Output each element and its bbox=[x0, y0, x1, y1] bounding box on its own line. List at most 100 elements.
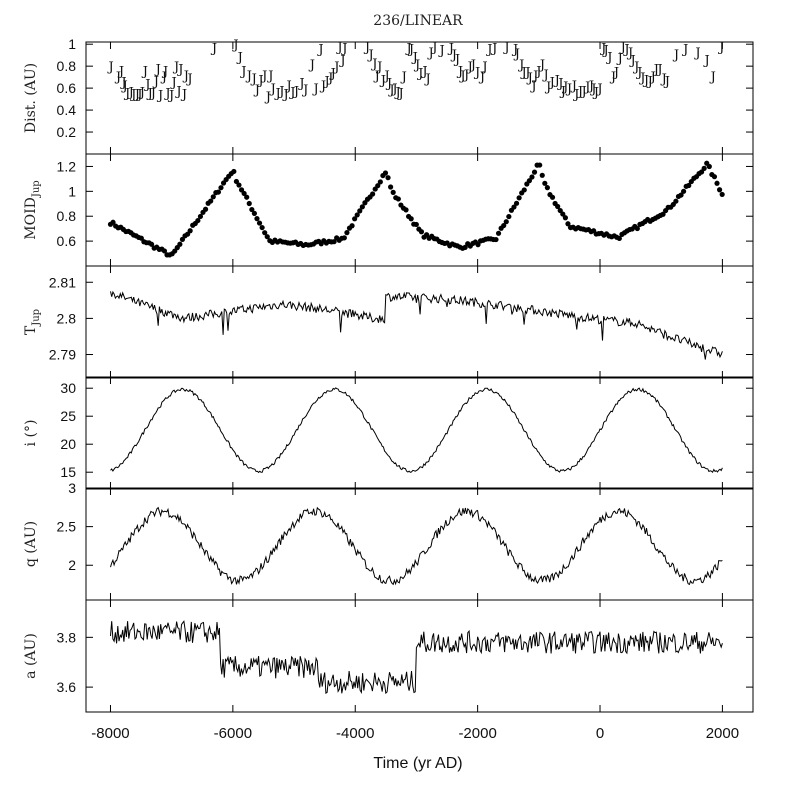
moid-point bbox=[256, 220, 263, 226]
dist-point: J bbox=[231, 38, 238, 53]
moid-point bbox=[210, 194, 216, 200]
moid-point bbox=[254, 216, 260, 222]
dist-point: J bbox=[154, 62, 161, 77]
dist-point: J bbox=[114, 70, 121, 85]
dist-point: J bbox=[311, 82, 318, 97]
dist-point: J bbox=[363, 40, 370, 55]
dist-point: J bbox=[413, 58, 420, 73]
x-tick-label: -2000 bbox=[458, 725, 496, 742]
moid-point bbox=[390, 189, 396, 195]
moid-point bbox=[719, 191, 725, 198]
dist-point: J bbox=[375, 60, 382, 75]
dist-point: J bbox=[143, 78, 150, 93]
dist-point: J bbox=[156, 89, 163, 104]
dist-point: J bbox=[553, 73, 560, 88]
y-axis-label-moid: MOIDJup bbox=[23, 180, 42, 239]
dist-point: J bbox=[616, 51, 623, 66]
dist-point: J bbox=[579, 84, 586, 99]
dist-point: J bbox=[513, 47, 520, 62]
dist-point: J bbox=[266, 69, 273, 84]
dist-point: J bbox=[393, 85, 400, 100]
dist-point: J bbox=[404, 41, 411, 56]
moid-point bbox=[531, 169, 538, 175]
moid-point bbox=[562, 215, 568, 221]
moid-point bbox=[714, 180, 720, 186]
dist-point: J bbox=[274, 87, 281, 102]
dist-point: J bbox=[526, 71, 533, 86]
moid-point bbox=[660, 211, 666, 217]
y-tick-label-q: 2 bbox=[68, 557, 76, 573]
dist-point: J bbox=[379, 73, 386, 88]
dist-point: J bbox=[478, 70, 485, 85]
dist-point: J bbox=[534, 65, 541, 80]
dist-point: J bbox=[367, 48, 374, 63]
y-tick-label-inc: 30 bbox=[60, 380, 76, 396]
dist-point: J bbox=[123, 87, 130, 102]
dist-point: J bbox=[485, 43, 492, 58]
moid-point bbox=[357, 208, 363, 214]
moid-point bbox=[251, 210, 258, 217]
dist-point: J bbox=[548, 76, 555, 91]
x-tick-label: 2000 bbox=[706, 725, 739, 742]
moid-point bbox=[110, 219, 116, 225]
dist-point: J bbox=[576, 84, 583, 99]
dist-point: J bbox=[161, 65, 168, 80]
dist-point: J bbox=[466, 60, 473, 75]
dist-point: J bbox=[632, 60, 639, 75]
moid-point bbox=[529, 174, 535, 180]
moid-point bbox=[475, 242, 481, 248]
dist-point: J bbox=[407, 43, 414, 58]
dist-point: J bbox=[511, 43, 518, 58]
y-tick-label-tjup: 2.79 bbox=[49, 347, 76, 363]
dist-point: J bbox=[423, 72, 430, 87]
series-line-inc bbox=[110, 387, 723, 474]
y-axis-label-q: q (AU) bbox=[23, 521, 39, 567]
moid-point bbox=[560, 211, 566, 217]
dist-point: J bbox=[176, 62, 183, 77]
dist-point: J bbox=[529, 79, 536, 94]
dist-point: J bbox=[256, 73, 263, 88]
moid-point bbox=[197, 213, 204, 220]
y-tick-label-dist: 0.8 bbox=[57, 58, 77, 74]
dist-point: J bbox=[490, 41, 497, 56]
dist-point: J bbox=[253, 83, 260, 98]
moid-point bbox=[262, 230, 268, 236]
dist-point: J bbox=[326, 71, 333, 86]
dist-point: J bbox=[160, 70, 167, 85]
y-axis-label-inc: i (°) bbox=[23, 420, 39, 447]
dist-point: J bbox=[167, 89, 174, 104]
y-tick-label-q: 2.5 bbox=[57, 519, 77, 535]
dist-point: J bbox=[149, 87, 156, 102]
x-tick-label: -6000 bbox=[214, 725, 252, 742]
dist-point: J bbox=[135, 88, 142, 103]
dist-point: J bbox=[589, 82, 596, 97]
dist-point: J bbox=[438, 44, 445, 59]
moid-point bbox=[385, 175, 391, 181]
moid-point bbox=[686, 182, 692, 189]
dist-point: J bbox=[502, 40, 509, 55]
dist-point: J bbox=[652, 62, 659, 77]
y-tick-label-moid: 1 bbox=[68, 183, 76, 199]
moid-point bbox=[513, 200, 520, 206]
dist-point: J bbox=[138, 85, 145, 100]
y-tick-label-dist: 0.4 bbox=[57, 102, 77, 118]
dist-point: J bbox=[129, 88, 136, 103]
y-axis-label-tjup: TJup bbox=[23, 309, 42, 335]
dist-point: J bbox=[370, 57, 377, 72]
dist-point: J bbox=[626, 46, 633, 61]
dist-point: J bbox=[119, 76, 126, 91]
moid-point bbox=[388, 184, 394, 190]
moid-point bbox=[544, 185, 550, 191]
dist-point: J bbox=[638, 71, 645, 86]
dist-point: J bbox=[456, 65, 463, 80]
dist-point: J bbox=[185, 72, 192, 87]
dist-point: J bbox=[338, 54, 345, 69]
dist-point: J bbox=[373, 69, 380, 84]
dist-point: J bbox=[520, 66, 527, 81]
dist-point: J bbox=[458, 69, 465, 84]
dist-point: J bbox=[672, 48, 679, 63]
moid-point bbox=[177, 241, 183, 247]
moid-point bbox=[495, 230, 502, 236]
moid-point bbox=[413, 221, 419, 228]
dist-point: J bbox=[565, 82, 572, 97]
